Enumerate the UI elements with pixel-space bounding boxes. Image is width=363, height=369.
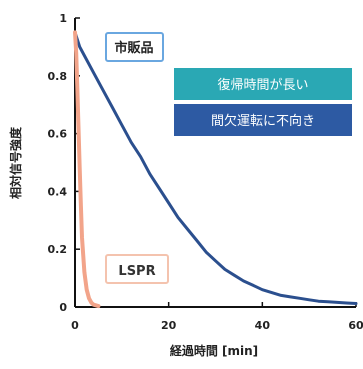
y-axis-label: 相対信号強度 <box>8 126 23 199</box>
lspr-label-box <box>105 254 169 284</box>
x-tick-label: 60 <box>348 319 363 332</box>
x-tick-label: 20 <box>161 319 177 332</box>
series-line-lspr <box>73 30 101 309</box>
y-tick-group: 0 0.2 0.4 0.6 0.8 1 <box>48 12 80 314</box>
y-tick-label: 1 <box>59 12 67 25</box>
y-tick-label: 0.2 <box>48 243 68 256</box>
x-tick-label: 40 <box>255 319 271 332</box>
x-tick-label: 0 <box>71 319 79 332</box>
note-2-box <box>174 104 352 136</box>
note-1-box <box>174 68 352 100</box>
commercial-label-box <box>105 32 164 62</box>
x-axis-label: 経過時間 [min] <box>170 343 258 358</box>
series-layer <box>73 30 358 309</box>
lspr-label: LSPR <box>118 264 155 279</box>
y-tick-label: 0 <box>59 301 67 314</box>
y-tick-label: 0.8 <box>48 70 68 83</box>
note-1-text: 復帰時間が長い <box>217 77 308 93</box>
note-2-text: 間欠運転に不向き <box>211 113 315 129</box>
y-tick-label: 0.4 <box>48 185 68 198</box>
series-line-commercial <box>73 30 358 305</box>
commercial-label: 市販品 <box>114 40 153 56</box>
y-tick-label: 0.6 <box>48 128 68 141</box>
